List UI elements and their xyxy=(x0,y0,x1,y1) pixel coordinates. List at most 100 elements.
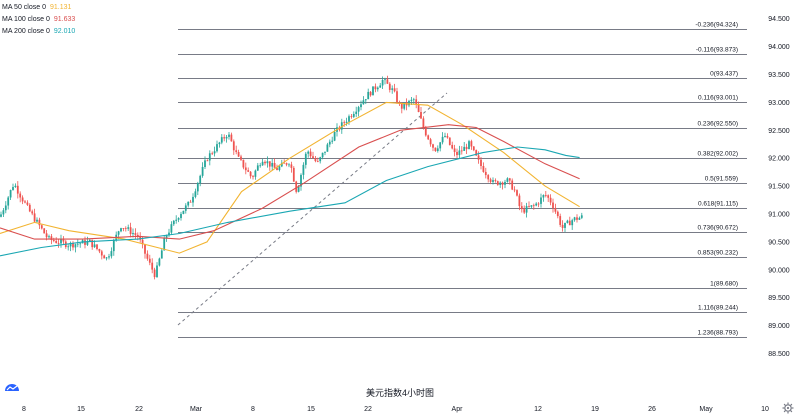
candle-body xyxy=(40,225,43,229)
time-tick-label: 12 xyxy=(534,406,542,413)
candle-body xyxy=(259,165,262,167)
price-tick-label: 89.500 xyxy=(768,295,790,302)
candle-body xyxy=(208,153,211,161)
time-tick-label: 22 xyxy=(135,406,143,413)
candle-body xyxy=(244,167,247,171)
candle-body xyxy=(9,190,12,198)
candle-body xyxy=(120,228,122,232)
legend-ma200[interactable]: MA 200 close 0 92.010 xyxy=(2,26,75,38)
candle-body xyxy=(362,100,365,105)
candle-body xyxy=(511,180,514,190)
candle-body xyxy=(417,104,420,112)
ma-line xyxy=(0,101,580,254)
candle-body xyxy=(252,176,254,178)
candle-body xyxy=(400,104,403,109)
candle-body xyxy=(348,116,350,122)
candle-body xyxy=(324,151,326,153)
candle-body xyxy=(374,86,377,90)
candle-body xyxy=(235,150,238,153)
candle-body xyxy=(213,151,216,154)
candle-body xyxy=(573,217,576,221)
candle-body xyxy=(14,185,17,188)
candle-body xyxy=(194,191,197,197)
time-axis[interactable]: 8 15 22 Mar 8 15 22 Apr 12 19 26 May 10 xyxy=(22,406,769,413)
candle-body xyxy=(254,170,257,177)
tradingview-logo-icon[interactable] xyxy=(3,381,21,395)
price-tick-label: 90.500 xyxy=(768,239,790,246)
candle-body xyxy=(540,197,542,204)
legend-ma100[interactable]: MA 100 close 0 91.633 xyxy=(2,14,75,26)
candle-body xyxy=(196,183,199,192)
candle-body xyxy=(367,91,370,100)
candle-body xyxy=(103,255,106,259)
candle-body xyxy=(228,134,230,137)
candle-body xyxy=(489,179,492,182)
time-tick-label: 8 xyxy=(22,406,26,413)
candle-body xyxy=(506,178,509,182)
gear-icon[interactable] xyxy=(782,402,794,414)
candle-body xyxy=(523,209,526,213)
candle-body xyxy=(384,79,386,81)
legend-ma200-label: MA 200 close 0 xyxy=(2,28,50,35)
candle-body xyxy=(444,135,446,137)
candle-body xyxy=(451,144,454,149)
candle-body xyxy=(499,182,502,185)
fib-level-label: 0.618(91.115) xyxy=(698,201,738,208)
candle-body xyxy=(480,159,482,167)
candle-body xyxy=(192,196,194,203)
candle-body xyxy=(204,160,206,167)
candle-body xyxy=(285,163,288,165)
candle-body xyxy=(326,144,329,152)
candle-body xyxy=(321,152,324,158)
candle-body xyxy=(508,178,511,181)
candle-body xyxy=(554,207,557,212)
candle-body xyxy=(571,220,574,226)
candle-body xyxy=(237,152,240,157)
legend-ma50-value: 91.131 xyxy=(49,4,72,11)
legend-ma50-label: MA 50 close 0 xyxy=(2,4,46,11)
fib-trend-line xyxy=(177,92,448,326)
candle-body xyxy=(211,153,214,155)
candle-body xyxy=(496,181,499,185)
candle-body xyxy=(74,244,77,248)
candle-body xyxy=(391,88,394,90)
candle-body xyxy=(460,150,463,152)
candle-body xyxy=(379,85,382,88)
candle-body xyxy=(576,217,578,220)
candle-body xyxy=(69,242,72,247)
legend-ma50[interactable]: MA 50 close 0 91.131 xyxy=(2,2,75,14)
candle-body xyxy=(110,251,113,257)
time-tick-label: Apr xyxy=(452,406,464,413)
candle-body xyxy=(468,141,470,150)
candle-body xyxy=(448,137,451,145)
candle-body xyxy=(492,180,494,182)
candle-body xyxy=(547,195,550,198)
candle-body xyxy=(307,151,310,154)
candle-body xyxy=(180,213,182,219)
candle-body xyxy=(163,238,166,251)
candle-body xyxy=(199,175,202,184)
candle-body xyxy=(216,144,218,152)
candle-body xyxy=(412,99,415,101)
price-tick-label: 89.000 xyxy=(768,323,790,330)
candle-body xyxy=(504,181,506,185)
time-tick-label: 22 xyxy=(364,406,372,413)
candle-body xyxy=(43,228,46,234)
candle-body xyxy=(26,202,29,205)
time-tick-label: May xyxy=(699,406,713,413)
candle-body xyxy=(561,224,564,228)
candle-body xyxy=(470,141,473,147)
candles xyxy=(0,75,583,280)
candle-body xyxy=(520,206,523,210)
price-tick-label: 92.000 xyxy=(768,156,790,163)
price-axis[interactable]: 94.500 94.000 93.500 93.000 92.500 92.000 91.5… xyxy=(768,16,790,358)
candle-body xyxy=(427,135,430,140)
candle-body xyxy=(302,164,305,175)
candle-body xyxy=(240,156,242,160)
candle-body xyxy=(144,244,146,254)
candle-body xyxy=(184,205,187,211)
candle-body xyxy=(436,148,439,152)
candle-body xyxy=(60,239,62,244)
candle-body xyxy=(415,99,418,105)
